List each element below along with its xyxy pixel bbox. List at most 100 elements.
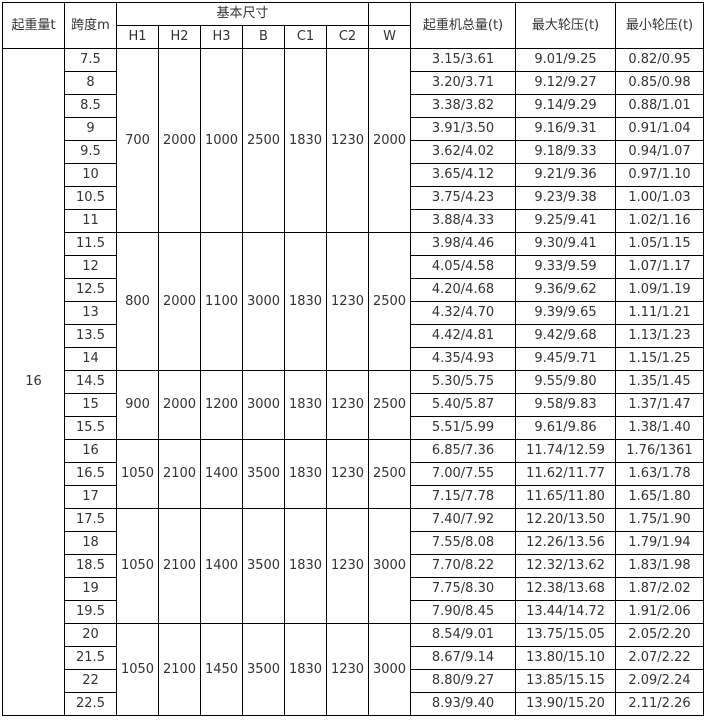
span-cell: 21.5 <box>64 646 117 670</box>
dim-h2-cell: 2000 <box>158 370 201 440</box>
span-cell: 19.5 <box>64 600 117 624</box>
min-wheel-cell: 1.91/2.06 <box>615 600 704 624</box>
max-wheel-cell: 9.14/9.29 <box>515 94 616 118</box>
header-max-wheel: 最大轮压(t) <box>515 2 616 49</box>
span-cell: 9.5 <box>64 140 117 164</box>
min-wheel-cell: 1.38/1.40 <box>615 416 704 440</box>
min-wheel-cell: 0.82/0.95 <box>615 48 704 72</box>
table-row: 9.5 3.62/4.02 9.18/9.33 0.94/1.07 <box>3 140 704 164</box>
max-wheel-cell: 9.45/9.71 <box>515 347 616 371</box>
max-wheel-cell: 13.85/15.15 <box>515 669 616 693</box>
dim-c1-cell: 1830 <box>284 623 327 716</box>
span-cell: 18.5 <box>64 554 117 578</box>
min-wheel-cell: 1.11/1.21 <box>615 301 704 325</box>
span-cell: 17 <box>64 485 117 509</box>
dim-b-cell: 3500 <box>242 439 285 509</box>
dim-h1-cell: 1050 <box>116 508 159 624</box>
total-weight-cell: 3.65/4.12 <box>410 163 516 187</box>
dim-b-cell: 2500 <box>242 48 285 233</box>
dim-w-cell: 3000 <box>368 623 411 716</box>
header-capacity: 起重量t <box>2 2 65 49</box>
total-weight-cell: 3.15/3.61 <box>410 48 516 72</box>
min-wheel-cell: 1.05/1.15 <box>615 232 704 256</box>
max-wheel-cell: 9.30/9.41 <box>515 232 616 256</box>
dim-w-cell: 3000 <box>368 508 411 624</box>
table-row: 18 7.55/8.08 12.26/13.56 1.79/1.94 <box>3 531 704 555</box>
total-weight-cell: 6.85/7.36 <box>410 439 516 463</box>
table-row: 12.5 4.20/4.68 9.36/9.62 1.09/1.19 <box>3 278 704 302</box>
header-dim-c1: C1 <box>284 25 327 49</box>
span-cell: 8.5 <box>64 94 117 118</box>
max-wheel-cell: 9.25/9.41 <box>515 209 616 233</box>
span-cell: 12.5 <box>64 278 117 302</box>
dim-c1-cell: 1830 <box>284 508 327 624</box>
table-row: 14 4.35/4.93 9.45/9.71 1.15/1.25 <box>3 347 704 371</box>
dim-c2-cell: 1230 <box>326 623 369 716</box>
total-weight-cell: 7.75/8.30 <box>410 577 516 601</box>
table-row: 19 7.75/8.30 12.38/13.68 1.87/2.02 <box>3 577 704 601</box>
max-wheel-cell: 13.75/15.05 <box>515 623 616 647</box>
crane-spec-table: 起重量t 跨度m 基本尺寸 起重机总量(t) 最大轮压(t) 最小轮压(t) H… <box>2 2 704 716</box>
dim-h2-cell: 2000 <box>158 48 201 233</box>
span-cell: 12 <box>64 255 117 279</box>
dim-h2-cell: 2000 <box>158 232 201 371</box>
table-row: 10.5 3.75/4.23 9.23/9.38 1.00/1.03 <box>3 186 704 210</box>
total-weight-cell: 4.20/4.68 <box>410 278 516 302</box>
span-cell: 22 <box>64 669 117 693</box>
min-wheel-cell: 1.35/1.45 <box>615 370 704 394</box>
min-wheel-cell: 1.76/1361 <box>615 439 704 463</box>
max-wheel-cell: 9.58/9.83 <box>515 393 616 417</box>
min-wheel-cell: 2.09/2.24 <box>615 669 704 693</box>
table-row: 9 3.91/3.50 9.16/9.31 0.91/1.04 <box>3 117 704 141</box>
min-wheel-cell: 1.79/1.94 <box>615 531 704 555</box>
total-weight-cell: 8.80/9.27 <box>410 669 516 693</box>
min-wheel-cell: 1.07/1.17 <box>615 255 704 279</box>
total-weight-cell: 4.42/4.81 <box>410 324 516 348</box>
max-wheel-cell: 9.12/9.27 <box>515 71 616 95</box>
span-cell: 11.5 <box>64 232 117 256</box>
table-row: 11.5 800 2000 1100 3000 1830 1230 2500 3.98/4.46… <box>3 232 704 371</box>
dim-h3-cell: 1450 <box>200 623 243 716</box>
total-weight-cell: 3.88/4.33 <box>410 209 516 233</box>
min-wheel-cell: 1.87/2.02 <box>615 577 704 601</box>
table-row: 17.5 1050 2100 1400 3500 1830 1230 3000 7.40/7.9… <box>3 508 704 624</box>
dim-c1-cell: 1830 <box>284 439 327 509</box>
dim-b-cell: 3000 <box>242 232 285 371</box>
span-cell: 13 <box>64 301 117 325</box>
dim-c2-cell: 1230 <box>326 439 369 509</box>
span-cell: 7.5 <box>64 48 117 72</box>
total-weight-cell: 3.91/3.50 <box>410 117 516 141</box>
span-cell: 15.5 <box>64 416 117 440</box>
dim-c2-cell: 1230 <box>326 232 369 371</box>
max-wheel-cell: 11.74/12.59 <box>515 439 616 463</box>
min-wheel-cell: 1.13/1.23 <box>615 324 704 348</box>
header-dim-b: B <box>242 25 285 49</box>
min-wheel-cell: 1.65/1.80 <box>615 485 704 509</box>
dim-c2-cell: 1230 <box>326 370 369 440</box>
min-wheel-cell: 0.85/0.98 <box>615 71 704 95</box>
max-wheel-cell: 9.39/9.65 <box>515 301 616 325</box>
span-cell: 20 <box>64 623 117 647</box>
span-cell: 16 <box>64 439 117 463</box>
min-wheel-cell: 1.37/1.47 <box>615 393 704 417</box>
table-row: 16.5 7.00/7.55 11.62/11.77 1.63/1.78 <box>3 462 704 486</box>
span-cell: 18 <box>64 531 117 555</box>
min-wheel-cell: 1.09/1.19 <box>615 278 704 302</box>
total-weight-cell: 3.98/4.46 <box>410 232 516 256</box>
min-wheel-cell: 0.97/1.10 <box>615 163 704 187</box>
min-wheel-cell: 2.07/2.22 <box>615 646 704 670</box>
table-row: 13 4.32/4.70 9.39/9.65 1.11/1.21 <box>3 301 704 325</box>
dim-h1-cell: 700 <box>116 48 159 233</box>
dim-c1-cell: 1830 <box>284 232 327 371</box>
table-row: 16 7.5 700 2000 1000 2500 1830 1230 2000 3.15/3.6… <box>2 48 704 716</box>
min-wheel-cell: 1.02/1.16 <box>615 209 704 233</box>
max-wheel-cell: 9.18/9.33 <box>515 140 616 164</box>
table-row: 22.5 8.93/9.40 13.90/15.20 2.11/2.26 <box>3 692 704 716</box>
max-wheel-cell: 9.23/9.38 <box>515 186 616 210</box>
min-wheel-cell: 2.05/2.20 <box>615 623 704 647</box>
total-weight-cell: 7.70/8.22 <box>410 554 516 578</box>
max-wheel-cell: 12.20/13.50 <box>515 508 616 532</box>
dim-h2-cell: 2100 <box>158 623 201 716</box>
table-row: 21.5 8.67/9.14 13.80/15.10 2.07/2.22 <box>3 646 704 670</box>
dim-h1-cell: 1050 <box>116 439 159 509</box>
